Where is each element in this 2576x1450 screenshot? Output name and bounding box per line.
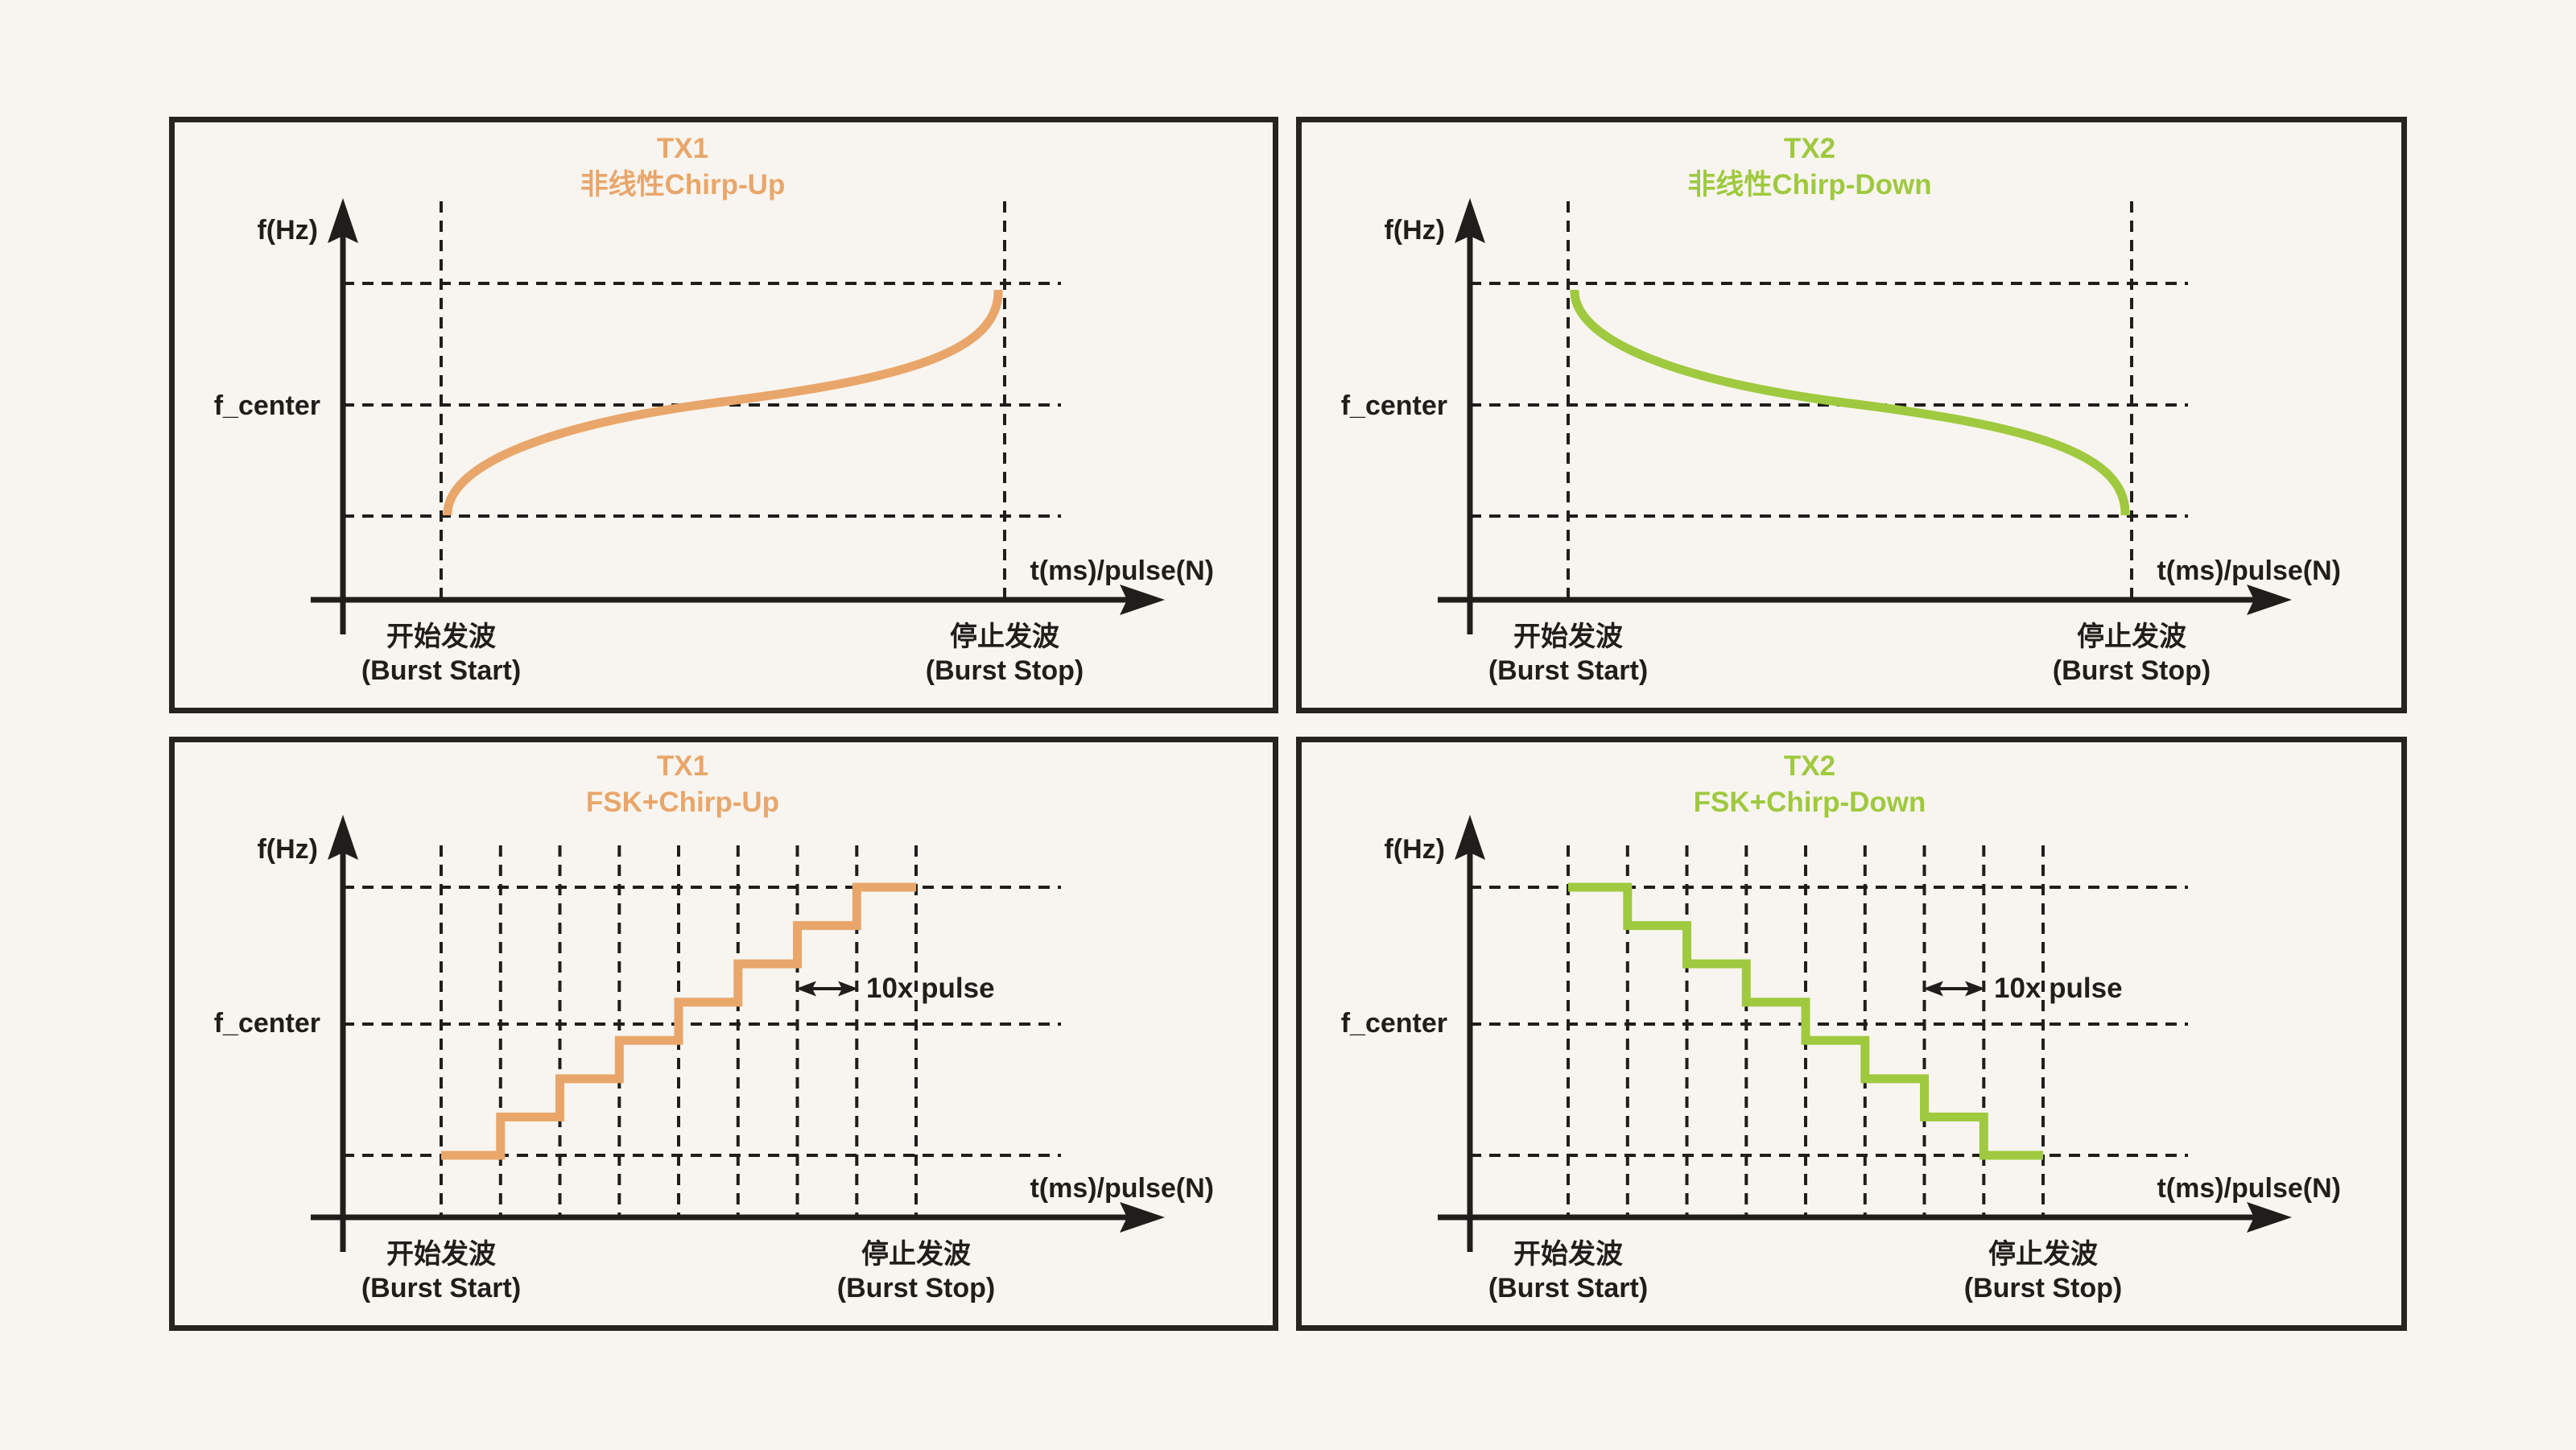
burst-stop-label: 停止发波 (Burst Stop) <box>787 1237 1045 1305</box>
panel-title-line2: 非线性Chirp-Up <box>580 169 786 200</box>
pulse-width-arrow-icon <box>796 981 858 997</box>
burst-stop-zh: 停止发波 <box>861 1239 971 1270</box>
burst-start-en: (Burst Start) <box>361 655 522 686</box>
x-axis-label: t(ms)/pulse(N) <box>1030 556 1214 586</box>
vertical-gridlines <box>1567 201 2133 600</box>
x-axis-arrow-icon <box>1120 1202 1165 1233</box>
fsk-chirp-down-staircase <box>1568 882 2043 1160</box>
f-center-label: f_center <box>1340 390 1447 421</box>
pulse-width-arrow-icon <box>1923 981 1985 997</box>
y-axis-arrow-icon <box>328 815 358 860</box>
burst-stop-en: (Burst Stop) <box>2052 655 2211 686</box>
y-axis-arrow-icon <box>1455 198 1485 243</box>
burst-stop-zh: 停止发波 <box>950 622 1059 652</box>
y-axis-label: f(Hz) <box>1384 834 1445 865</box>
burst-start-label: 开始发波 (Burst Start) <box>312 620 570 688</box>
plot-tx2-fsk-chirp-down <box>1438 815 2292 1252</box>
f-center-label: f_center <box>213 1008 320 1039</box>
f-center-label: f_center <box>213 390 320 421</box>
panel-title: TX1 非线性Chirp-Up <box>481 130 884 203</box>
plot-tx1-fsk-chirp-up <box>311 815 1165 1252</box>
panel-tx2-nonlinear-chirp-down <box>1296 117 2407 713</box>
panel-title-line1: TX2 <box>1783 750 1836 782</box>
burst-start-label: 开始发波 (Burst Start) <box>1439 1237 1697 1305</box>
burst-stop-label: 停止发波 (Burst Stop) <box>1914 1237 2172 1305</box>
burst-stop-zh: 停止发波 <box>1988 1239 2098 1270</box>
burst-start-zh: 开始发波 <box>386 622 496 652</box>
x-axis-label: t(ms)/pulse(N) <box>2157 556 2341 586</box>
panel-title-line1: TX1 <box>656 133 709 164</box>
panel-tx1-nonlinear-chirp-up <box>169 117 1278 713</box>
panel-title: TX2 非线性Chirp-Down <box>1608 130 2011 203</box>
burst-stop-label: 停止发波 (Burst Stop) <box>876 620 1133 688</box>
panel-tx1-fsk-chirp-up <box>169 737 1278 1331</box>
y-axis-label: f(Hz) <box>257 215 318 246</box>
pulse-width-arrow-left-head <box>796 981 816 997</box>
fsk-chirp-up-staircase <box>441 882 916 1160</box>
burst-start-zh: 开始发波 <box>1513 622 1623 652</box>
nonlinear-chirp-down-curve <box>1570 289 2130 516</box>
burst-stop-en: (Burst Stop) <box>925 655 1084 686</box>
burst-start-label: 开始发波 (Burst Start) <box>312 1237 570 1305</box>
panel-title-line1: TX2 <box>1783 133 1836 164</box>
pulse-annotation: 10x pulse <box>866 973 995 1004</box>
burst-stop-en: (Burst Stop) <box>836 1273 996 1303</box>
y-axis-arrow-icon <box>1455 815 1485 860</box>
pulse-width-arrow-left-head <box>1923 981 1943 997</box>
f-center-label: f_center <box>1340 1008 1447 1039</box>
panel-title-line2: 非线性Chirp-Down <box>1687 169 1932 200</box>
vertical-gridlines <box>440 201 1006 600</box>
burst-start-label: 开始发波 (Burst Start) <box>1439 620 1697 688</box>
panel-title-line2: FSK+Chirp-Down <box>1693 787 1926 818</box>
burst-start-en: (Burst Start) <box>361 1273 522 1303</box>
x-axis-arrow-icon <box>1120 585 1165 615</box>
burst-start-zh: 开始发波 <box>386 1239 496 1270</box>
x-axis-arrow-icon <box>2247 585 2292 615</box>
pulse-width-arrow-right-head <box>1965 981 1985 997</box>
nonlinear-chirp-up-curve <box>443 289 1003 516</box>
plot-tx1-nonlinear-chirp-up <box>311 198 1165 634</box>
panel-title: TX2 FSK+Chirp-Down <box>1608 748 2011 820</box>
panel-tx2-fsk-chirp-down <box>1296 737 2407 1331</box>
plot-tx2-nonlinear-chirp-down <box>1438 198 2292 634</box>
panel-title-line2: FSK+Chirp-Up <box>585 787 780 818</box>
x-axis-arrow-icon <box>2247 1202 2292 1233</box>
y-axis-label: f(Hz) <box>257 834 318 865</box>
x-axis-label: t(ms)/pulse(N) <box>2157 1173 2341 1204</box>
panel-title: TX1 FSK+Chirp-Up <box>481 748 884 820</box>
horizontal-gridlines <box>1470 886 2188 1157</box>
burst-stop-en: (Burst Stop) <box>1963 1273 2123 1303</box>
y-axis-arrow-icon <box>328 198 358 243</box>
horizontal-gridlines <box>343 282 1061 518</box>
burst-start-en: (Burst Start) <box>1488 655 1649 686</box>
panel-title-line1: TX1 <box>656 750 709 782</box>
horizontal-gridlines <box>343 886 1061 1157</box>
pulse-annotation: 10x pulse <box>1994 973 2123 1004</box>
x-axis-label: t(ms)/pulse(N) <box>1030 1173 1214 1204</box>
burst-stop-zh: 停止发波 <box>2077 622 2186 652</box>
burst-start-en: (Burst Start) <box>1488 1273 1649 1303</box>
burst-stop-label: 停止发波 (Burst Stop) <box>2003 620 2260 688</box>
pulse-width-arrow-right-head <box>838 981 858 997</box>
burst-start-zh: 开始发波 <box>1513 1239 1623 1270</box>
y-axis-label: f(Hz) <box>1384 215 1445 246</box>
